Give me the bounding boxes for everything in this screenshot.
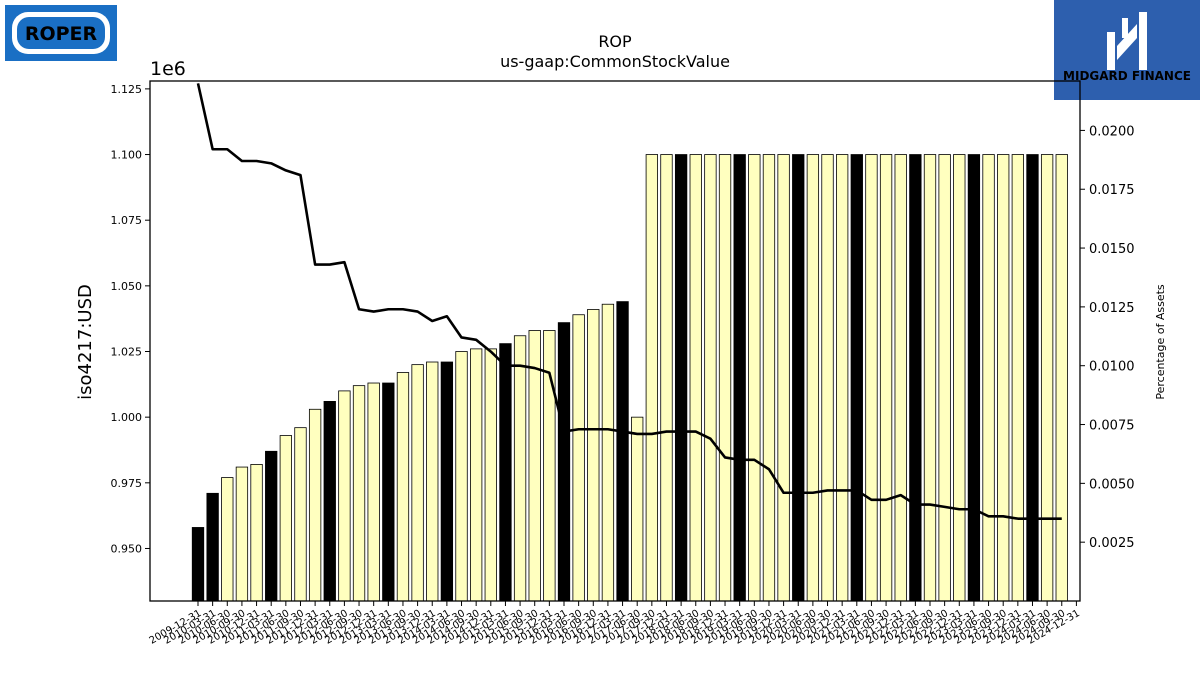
bar [616, 301, 629, 602]
y-tick-label: 1.100 [111, 149, 143, 162]
bar [777, 154, 790, 602]
bar [382, 382, 395, 602]
plot-frame [149, 80, 1081, 602]
bar [865, 154, 878, 602]
midgard-mark-spire [1122, 18, 1128, 38]
bar [997, 154, 1010, 602]
y-tick-label: 1.125 [111, 83, 143, 96]
bar [440, 361, 454, 602]
bar [982, 154, 995, 602]
bar [323, 400, 336, 602]
bar [704, 154, 717, 602]
bar [821, 154, 834, 602]
bar [499, 343, 512, 602]
bar [367, 382, 380, 602]
bar [938, 154, 951, 602]
chart-subtitle: us-gaap:CommonStockValue [500, 52, 730, 71]
bar [836, 154, 849, 602]
bar [513, 335, 527, 602]
bar [645, 154, 658, 602]
bar [265, 450, 278, 602]
bar [221, 477, 234, 602]
roper-logo-text: ROPER [25, 23, 98, 45]
bar [923, 154, 937, 602]
bar [455, 351, 468, 602]
bar [557, 322, 571, 602]
roper-logo: ROPER [5, 5, 117, 61]
bar [879, 154, 893, 602]
bar [1055, 154, 1068, 602]
y2-ticks-layer: 0.0025 0.0050 0.0075 0.0100 0.0125 0.0150 0.01… [1080, 124, 1135, 551]
y2-tick-label: 0.0025 [1089, 536, 1135, 551]
y2-tick-label: 0.0200 [1089, 124, 1135, 139]
bar [191, 527, 205, 602]
y2-axis-label: Percentage of Assets [1154, 284, 1167, 400]
bar [308, 408, 322, 602]
bar [470, 348, 483, 602]
x-ticks-layer: 2009-12-312010-03-312010-06-302010-09-30… [148, 601, 1082, 647]
bar [953, 154, 966, 602]
midgard-mark-right-bar [1139, 12, 1147, 70]
bars-layer [191, 154, 1068, 602]
bar [894, 154, 907, 602]
bar [850, 154, 863, 602]
bar [1011, 154, 1024, 602]
y-tick-label: 1.050 [111, 280, 143, 293]
bar [660, 154, 673, 602]
bar [909, 154, 922, 602]
bar [748, 154, 761, 602]
bar [250, 464, 263, 602]
y2-tick-label: 0.0050 [1089, 477, 1135, 492]
bar [1040, 154, 1054, 602]
y2-tick-label: 0.0100 [1089, 360, 1135, 375]
y-ticks-layer: 0.950 0.975 1.000 1.025 1.050 1.075 1.100 1.125 [111, 83, 150, 555]
bar [484, 348, 497, 602]
bar [411, 364, 424, 602]
bar [572, 314, 585, 602]
bar [806, 154, 820, 602]
midgard-finance-logo: MIDGARD FINANCE [1054, 0, 1200, 100]
bar [689, 154, 702, 602]
midgard-logo-text: MIDGARD FINANCE [1063, 69, 1191, 83]
y-tick-label: 1.000 [111, 411, 143, 424]
bar [718, 154, 732, 602]
midgard-mark-diagonal [1117, 24, 1137, 60]
bar [426, 361, 439, 602]
y2-tick-label: 0.0150 [1089, 242, 1135, 257]
bar [1026, 154, 1039, 602]
y-offset-label: 1e6 [150, 58, 186, 80]
y2-tick-label: 0.0125 [1089, 301, 1135, 316]
bar [396, 372, 410, 602]
midgard-logo-background [1054, 0, 1200, 100]
bar [235, 466, 249, 602]
y-tick-label: 0.950 [111, 542, 143, 555]
bar [631, 416, 644, 602]
midgard-logo-mark [1107, 12, 1147, 70]
y-tick-label: 0.975 [111, 477, 143, 490]
bar [792, 154, 805, 602]
y-tick-label: 1.025 [111, 346, 143, 359]
y-axis-label: iso4217:USD [75, 284, 96, 400]
bar [338, 390, 351, 602]
roper-logo-inner [17, 17, 105, 49]
chart-title: ROP [598, 32, 632, 51]
y2-tick-label: 0.0075 [1089, 419, 1135, 434]
bar [601, 303, 615, 602]
bar [294, 427, 307, 602]
bar [674, 154, 688, 602]
bar [587, 309, 600, 602]
bar [762, 154, 776, 602]
midgard-mark-left-bar [1107, 32, 1115, 70]
bar [206, 492, 219, 602]
line-layer [196, 83, 1062, 520]
bar [279, 435, 292, 602]
bar [352, 385, 366, 602]
bar [528, 330, 541, 602]
series-line [196, 83, 1062, 520]
y2-tick-label: 0.0175 [1089, 183, 1135, 198]
bar [733, 154, 746, 602]
y-tick-label: 1.075 [111, 214, 143, 227]
bar [967, 154, 981, 602]
